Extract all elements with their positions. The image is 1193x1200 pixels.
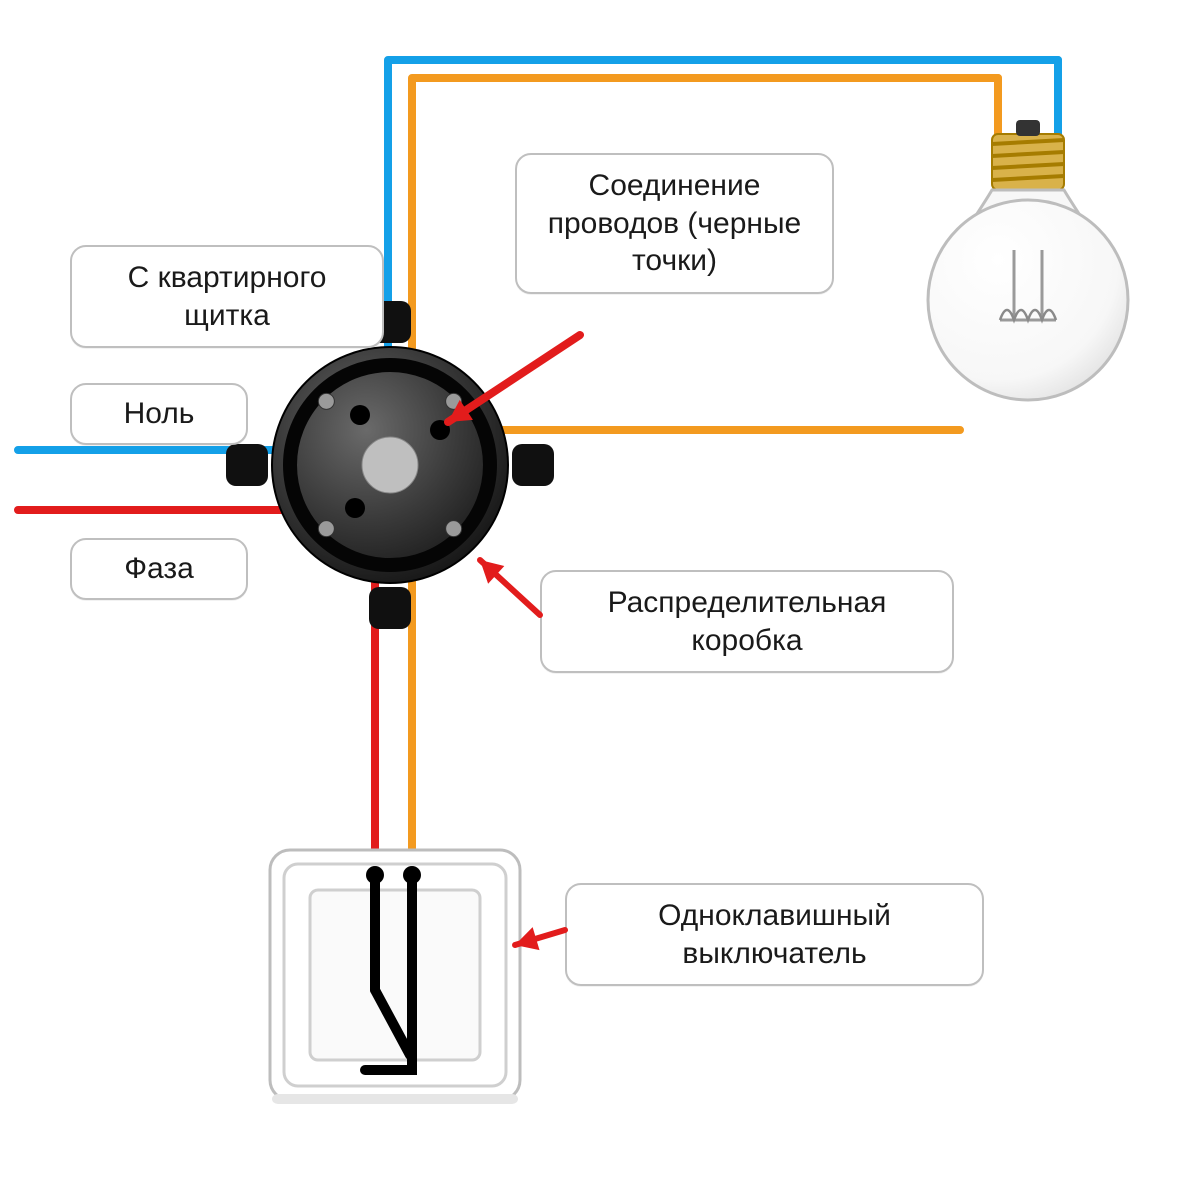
arrow-layer <box>0 0 1193 1200</box>
wiring-diagram: С квартирного щитка Ноль Фаза Соединение… <box>0 0 1193 1200</box>
